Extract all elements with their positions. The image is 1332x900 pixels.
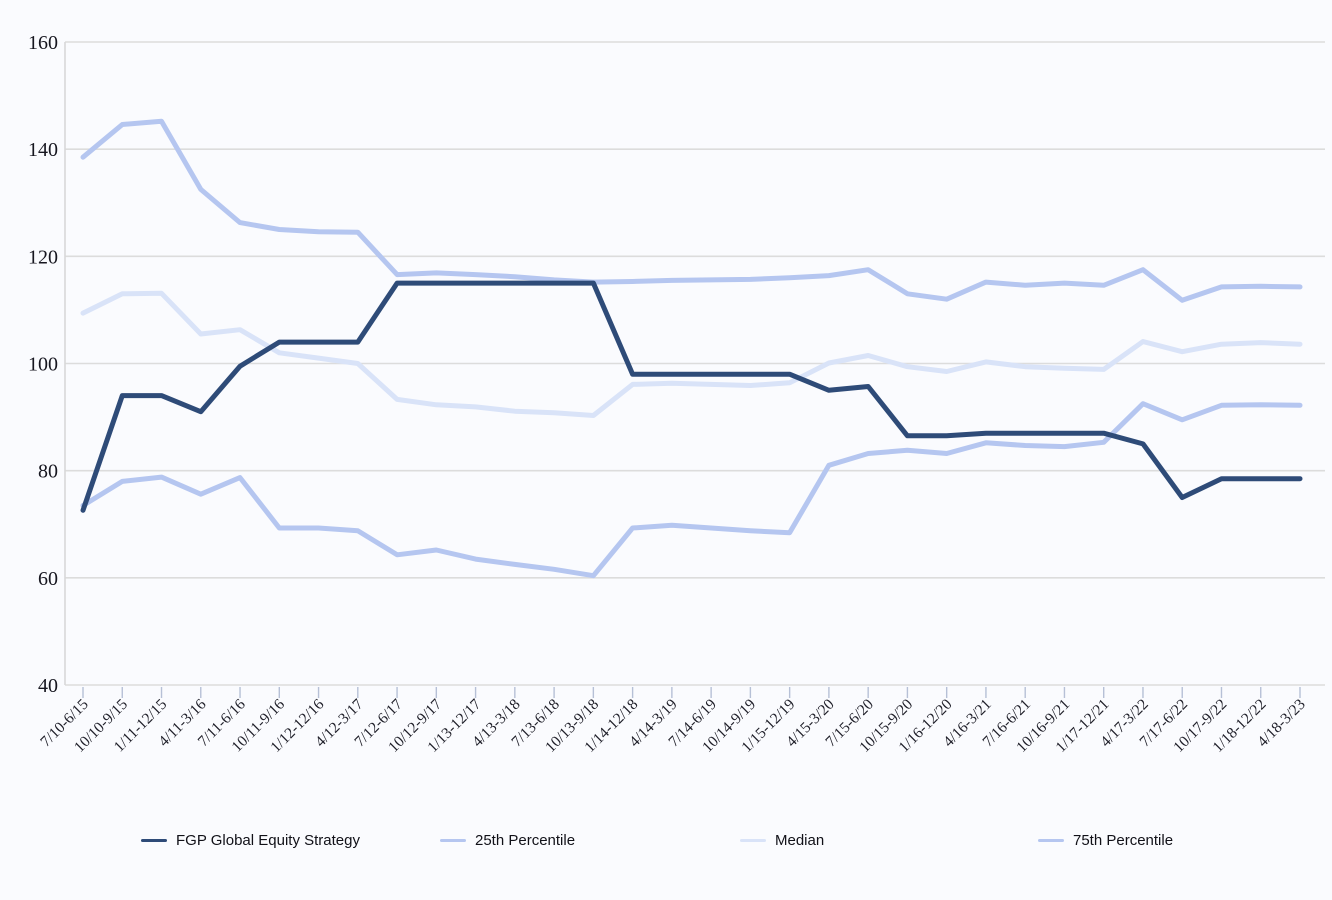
- legend-item-25th-percentile[interactable]: 25th Percentile: [440, 830, 575, 850]
- gridlines: [64, 41, 1325, 686]
- y-axis-labels: 40 60 80 100 120 140 160: [28, 32, 58, 697]
- series-lines: [80, 118, 1303, 579]
- series-line-fgp-global-equity-strategy[interactable]: [80, 280, 1303, 513]
- x-axis-labels: 7/10-6/1510/10-9/151/11-12/154/11-3/167/…: [37, 696, 1309, 756]
- chart-canvas: 40 60 80 100 120 140 160 7/10-6/1510/10-9/151/1…: [28, 32, 1325, 756]
- legend-label: 75th Percentile: [1073, 831, 1174, 849]
- x-axis-ticks: [82, 687, 1301, 698]
- y-axis-tick-label: 100: [28, 354, 58, 376]
- legend-label: Median: [775, 831, 825, 849]
- series-line-median[interactable]: [80, 290, 1303, 418]
- legend-swatch: [740, 838, 766, 842]
- legend-swatch: [1038, 838, 1064, 842]
- legend-item-75th-percentile[interactable]: 75th Percentile: [1038, 830, 1173, 850]
- legend-swatch: [440, 838, 466, 842]
- y-axis-tick-label: 40: [38, 675, 58, 697]
- y-axis-tick-label: 120: [28, 246, 58, 268]
- legend-item-fgp-global-equity-strategy[interactable]: FGP Global Equity Strategy: [141, 830, 360, 850]
- y-axis-tick-label: 160: [28, 32, 58, 54]
- series-line-75th-percentile[interactable]: [80, 401, 1303, 579]
- y-axis-tick-label: 80: [38, 461, 58, 483]
- legend-label: 25th Percentile: [475, 831, 576, 849]
- legend-label: FGP Global Equity Strategy: [176, 831, 360, 849]
- y-axis-tick-label: 140: [28, 139, 58, 161]
- legend-swatch: [141, 838, 167, 842]
- y-axis-tick-label: 60: [38, 568, 58, 590]
- chart-legend: FGP Global Equity Strategy 25th Percentil…: [0, 830, 1332, 852]
- legend-item-median[interactable]: Median: [740, 830, 824, 850]
- series-line-25th-percentile[interactable]: [80, 118, 1303, 303]
